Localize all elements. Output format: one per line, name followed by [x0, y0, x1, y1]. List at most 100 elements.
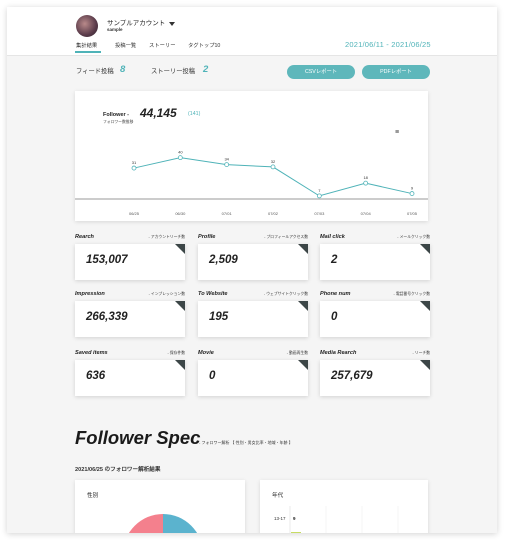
metric-label-to-website: To Website [198, 291, 228, 297]
tab-stories[interactable]: ストーリー [149, 43, 176, 49]
age-bar-18-24 [291, 532, 301, 533]
data-point[interactable] [270, 164, 276, 170]
metric-label-saved-items: Saved items [75, 350, 108, 356]
data-point[interactable] [316, 193, 322, 199]
corner-flag-icon [298, 301, 308, 311]
x-tick-label: 06/30 [175, 211, 186, 216]
metric-sub-profile: - プロフィールアクセス数 [264, 235, 308, 239]
pie-slice-female [129, 514, 163, 533]
follower-chart-card: Follower - 44,145 (141) フォロワー数推移 ≡ 31 06/… [75, 91, 428, 221]
data-label: 31 [132, 160, 137, 165]
follower-sublabel: フォロワー数推移 [103, 120, 134, 124]
metric-label-phone-num: Phone num [320, 291, 351, 297]
csv-report-button[interactable]: CSVレポート [287, 65, 355, 79]
follower-line-chart: 31 06/25 40 06/30 34 07/01 32 07/02 7 07/03 18 07/0… [75, 150, 428, 216]
x-tick-label: 07/04 [361, 211, 372, 216]
follower-count: 44,145 [140, 106, 177, 120]
account-id: sample [107, 27, 123, 32]
gender-title: 性別 [87, 493, 99, 499]
avatar[interactable] [76, 15, 98, 37]
tab-summary[interactable]: 集計結果 [76, 43, 98, 49]
age-bar-chart: 13-17 9 18-24 718 [274, 506, 399, 533]
data-point[interactable] [409, 191, 415, 196]
corner-flag-icon [420, 360, 430, 370]
corner-flag-icon [298, 360, 308, 370]
data-point[interactable] [363, 180, 369, 186]
follower-spec-subtitle: - フォロワー解析 【 性別・男女比率・地域・年齢 】 [199, 440, 293, 445]
analysis-date: 2021/06/25 のフォロワー解析結果 [75, 467, 161, 473]
gender-pie-chart [129, 514, 197, 533]
metric-card-mail-click[interactable]: 2 [320, 244, 430, 280]
data-label: 7 [318, 188, 321, 193]
corner-flag-icon [298, 244, 308, 254]
header: サンプルアカウント sample 集計結果 投稿一覧 ストーリー タグトップ10… [7, 7, 497, 56]
date-range[interactable]: 2021/06/11 - 2021/06/25 [345, 40, 431, 49]
x-tick-label: 07/05 [407, 211, 418, 216]
metric-sub-reach: - アカウントリーチ数 [148, 235, 186, 239]
menu-icon[interactable]: ≡ [395, 129, 400, 136]
metric-card-media-reach[interactable]: 257,679 [320, 360, 430, 396]
tab-top-tags[interactable]: タグトップ10 [188, 43, 221, 49]
metric-sub-impression: - インプレッション数 [148, 292, 185, 296]
data-label: 40 [178, 150, 183, 155]
metric-card-phone-num[interactable]: 0 [320, 301, 430, 337]
x-tick-label: 07/01 [222, 211, 233, 216]
metric-card-movie[interactable]: 0 [198, 360, 308, 396]
metric-label-reach: Rearch [75, 234, 94, 240]
age-value-13-17: 9 [293, 516, 296, 521]
story-posts-value: 2 [203, 64, 209, 75]
tab-posts[interactable]: 投稿一覧 [115, 43, 137, 49]
data-point[interactable] [131, 165, 137, 171]
corner-flag-icon [175, 301, 185, 311]
metric-value-phone-num: 0 [331, 311, 338, 323]
metric-label-mail-click: Mail click [320, 234, 345, 240]
corner-flag-icon [420, 301, 430, 311]
metric-value-reach: 153,007 [86, 254, 128, 266]
corner-flag-icon [420, 244, 430, 254]
metric-sub-movie: - 動画再生数 [286, 351, 308, 355]
metric-sub-mail-click: - メールクリック数 [397, 235, 430, 239]
metric-value-mail-click: 2 [331, 254, 338, 266]
metric-label-impression: Impression [75, 291, 105, 297]
corner-flag-icon [175, 244, 185, 254]
metric-label-profile: Profile [198, 234, 216, 240]
metric-card-reach[interactable]: 153,007 [75, 244, 185, 280]
age-title: 年代 [272, 493, 284, 499]
metric-card-impression[interactable]: 266,339 [75, 301, 185, 337]
x-tick-label: 07/03 [314, 211, 325, 216]
age-panel: 年代 13-17 9 18-24 718 [260, 480, 428, 533]
story-posts-label: ストーリー投稿 [151, 68, 196, 75]
metric-card-profile[interactable]: 2,509 [198, 244, 308, 280]
feed-posts-value: 8 [120, 64, 126, 75]
corner-flag-icon [175, 360, 185, 370]
age-label-13-17: 13-17 [274, 516, 286, 521]
metric-label-media-reach: Media Rearch [320, 350, 357, 356]
metric-sub-media-reach: - リーチ数 [412, 351, 430, 355]
follower-label: Follower - [103, 112, 129, 118]
follower-spec-title: Follower Spec [75, 427, 201, 448]
data-label: 34 [224, 157, 229, 162]
follower-delta: (141) [188, 111, 201, 117]
data-point[interactable] [177, 155, 183, 161]
metric-card-saved-items[interactable]: 636 [75, 360, 185, 396]
metric-sub-to-website: - ウェブサイトクリック数 [263, 292, 308, 296]
data-point[interactable] [224, 162, 230, 167]
account-name[interactable]: サンプルアカウント [107, 20, 166, 27]
x-tick-label: 07/02 [268, 211, 279, 216]
metric-value-saved-items: 636 [86, 370, 106, 382]
metric-label-movie: Movie [198, 350, 214, 356]
gender-panel: 性別 [75, 480, 245, 533]
data-label: 18 [363, 175, 368, 180]
app-frame: サンプルアカウント sample 集計結果 投稿一覧 ストーリー タグトップ10… [7, 7, 497, 533]
metric-value-media-reach: 257,679 [331, 370, 373, 382]
chevron-down-icon[interactable] [169, 22, 175, 26]
metric-sub-saved-items: - 保存件数 [167, 351, 185, 355]
metric-sub-phone-num: - 電話番号クリック数 [393, 292, 431, 296]
metric-card-to-website[interactable]: 195 [198, 301, 308, 337]
x-tick-label: 06/25 [129, 211, 140, 216]
pdf-report-button[interactable]: PDFレポート [362, 65, 430, 79]
metric-value-impression: 266,339 [86, 311, 128, 323]
pie-slice-male [163, 514, 197, 533]
data-label: 9 [411, 186, 414, 191]
metric-value-profile: 2,509 [209, 254, 238, 266]
